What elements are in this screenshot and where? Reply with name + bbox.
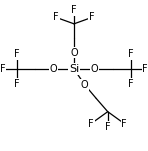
Text: F: F	[142, 64, 148, 74]
Text: F: F	[53, 12, 59, 22]
Text: O: O	[91, 64, 99, 74]
Text: O: O	[70, 48, 78, 58]
Text: F: F	[128, 79, 133, 89]
Text: F: F	[15, 79, 20, 89]
Text: O: O	[49, 64, 57, 74]
Text: F: F	[128, 49, 133, 59]
Text: F: F	[71, 5, 77, 15]
Text: F: F	[0, 64, 6, 74]
Text: Si: Si	[69, 64, 79, 74]
Text: F: F	[88, 119, 94, 129]
Text: F: F	[89, 12, 95, 22]
Text: F: F	[105, 122, 111, 132]
Text: F: F	[121, 119, 127, 129]
Text: F: F	[15, 49, 20, 59]
Text: O: O	[81, 80, 89, 90]
